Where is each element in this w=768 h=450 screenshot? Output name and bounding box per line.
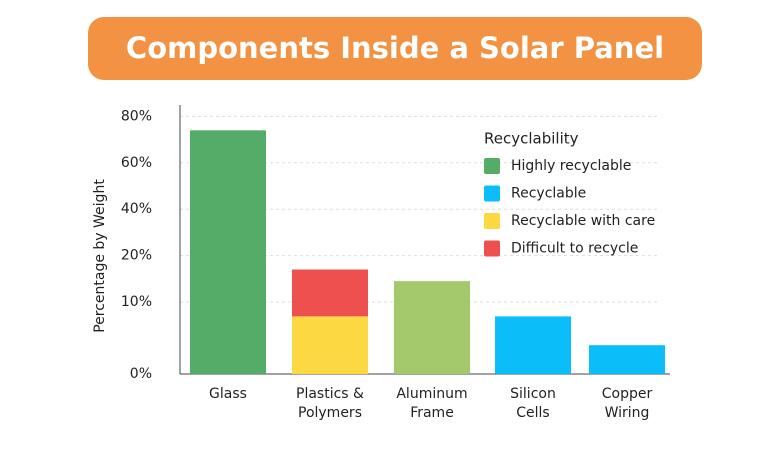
x-tick-label: Glass [209,386,247,402]
legend-swatch [484,213,500,229]
x-tick-label: Plastics & [296,386,364,402]
legend-label: Recyclable with care [511,213,655,229]
y-tick-label: 10% [121,294,152,310]
x-tick-label: Silicon [510,386,556,402]
legend-swatch [484,158,500,174]
bar [292,316,368,374]
bar [190,130,266,374]
x-tick-label: Cells [516,405,549,421]
bar [394,281,470,374]
x-tick-label: Copper [602,386,653,402]
legend-label: Highly recyclable [511,158,631,174]
x-tick-label: Aluminum [396,386,467,402]
x-tick-label: Wiring [605,405,650,421]
y-tick-label: 20% [121,248,152,264]
y-tick-label: 60% [121,155,152,171]
x-tick-label: Polymers [298,405,362,421]
y-tick-label: 0% [130,366,152,382]
bar [292,269,368,317]
y-axis-label: Percentage by Weight [92,179,108,333]
y-tick-label: 80% [121,108,152,124]
legend-label: Difficult to recycle [511,241,638,257]
legend-swatch [484,240,500,257]
bar [589,345,665,374]
title-box [88,17,702,80]
y-tick-label: 40% [121,201,152,217]
legend-title: Recyclability [484,130,579,148]
chart-title: Components Inside a Solar Panel [126,31,664,65]
legend-swatch [484,185,500,202]
x-tick-label: Frame [410,405,454,421]
legend-label: Recyclable [511,186,586,202]
bar [495,316,571,374]
